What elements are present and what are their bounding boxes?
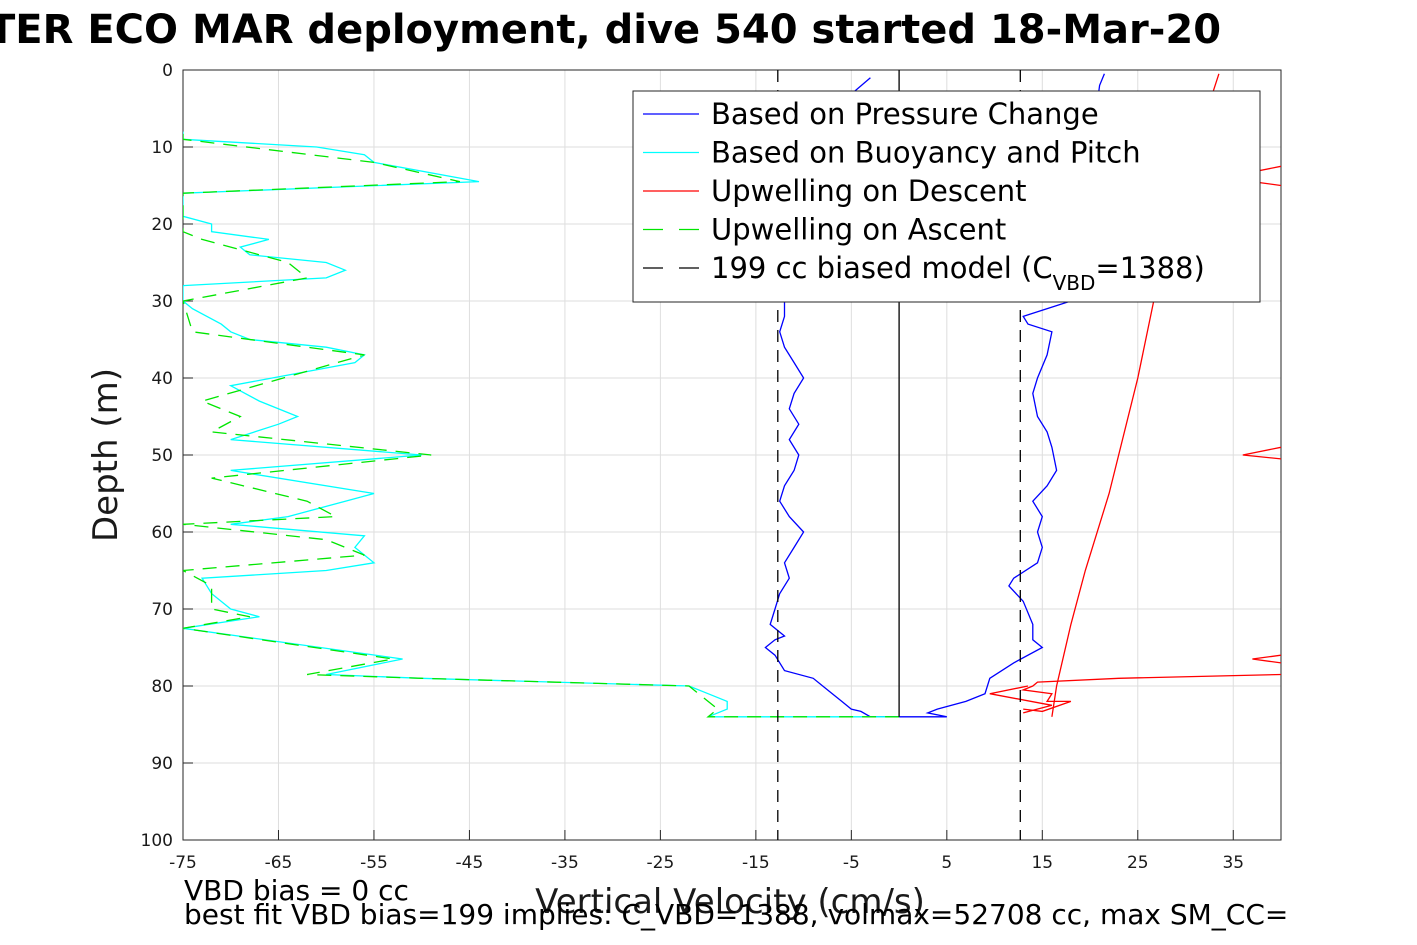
legend-label-suffix: =1388) — [1095, 251, 1204, 285]
x-tick-label: 5 — [941, 853, 952, 873]
x-tick-label: -15 — [742, 853, 770, 873]
legend-label: Upwelling on Ascent — [711, 213, 1006, 247]
legend-label-text: Upwelling on Ascent — [711, 213, 1006, 247]
x-tick-label: -25 — [647, 853, 675, 873]
legend-label-text: 199 cc biased model (C — [711, 251, 1053, 285]
legend-box — [632, 90, 1261, 303]
reference-line — [1252, 654, 1281, 664]
y-tick-label: 100 — [141, 831, 173, 851]
x-tick-label: 25 — [1127, 853, 1149, 873]
best-fit-note: best fit VBD bias=199 implies: C_VBD=138… — [184, 898, 1289, 931]
x-tick-label: -45 — [456, 853, 484, 873]
legend-label: Upwelling on Descent — [711, 174, 1027, 208]
upwelling-on-descent-ascent-leg--line — [1020, 673, 1281, 713]
reference-line — [1242, 446, 1281, 460]
upwelling-on-ascent-line — [183, 131, 900, 718]
x-axis-label: Vertical Velocity (cm/s) — [535, 882, 925, 922]
legend-label: Based on Pressure Change — [711, 97, 1099, 131]
y-tick-label: 60 — [151, 523, 173, 543]
y-tick-label: 80 — [151, 677, 173, 697]
y-axis-label: Depth (m) — [86, 368, 126, 542]
x-tick-label: -35 — [551, 853, 579, 873]
x-tick-label: -55 — [360, 853, 388, 873]
legend-label-text: Based on Pressure Change — [711, 97, 1099, 131]
x-tick-label: -75 — [169, 853, 197, 873]
y-tick-label: 0 — [162, 61, 173, 81]
y-tick-label: 30 — [151, 292, 173, 312]
x-tick-label: -5 — [843, 853, 860, 873]
legend-label-text: Based on Buoyancy and Pitch — [711, 136, 1141, 170]
vbd-bias-note: VBD bias = 0 cc — [184, 874, 409, 907]
legend-label: Based on Buoyancy and Pitch — [711, 136, 1141, 170]
y-tick-label: 90 — [151, 754, 173, 774]
x-tick-label: -65 — [265, 853, 293, 873]
x-tick-label: 35 — [1222, 853, 1244, 873]
y-tick-label: 10 — [151, 138, 173, 158]
y-tick-label: 20 — [151, 215, 173, 235]
x-tick-label: 15 — [1031, 853, 1053, 873]
legend-label-subscript: VBD — [1053, 271, 1096, 295]
y-tick-label: 50 — [151, 446, 173, 466]
y-tick-label: 70 — [151, 600, 173, 620]
legend-label: 199 cc biased model (CVBD=1388) — [711, 251, 1205, 295]
axis-ticks: -75 -65 -55 -45 -35 -25 -15 -5 5 15 25 350102030405… — [141, 61, 1245, 873]
y-tick-label: 40 — [151, 369, 173, 389]
chart-title: TER ECO MAR deployment, dive 540 started… — [0, 7, 1222, 53]
legend: Based on Pressure Change Based on Buoyanc… — [632, 90, 1261, 303]
based-on-pressure-change-line — [764, 73, 1106, 718]
legend-label-text: Upwelling on Descent — [711, 174, 1027, 208]
